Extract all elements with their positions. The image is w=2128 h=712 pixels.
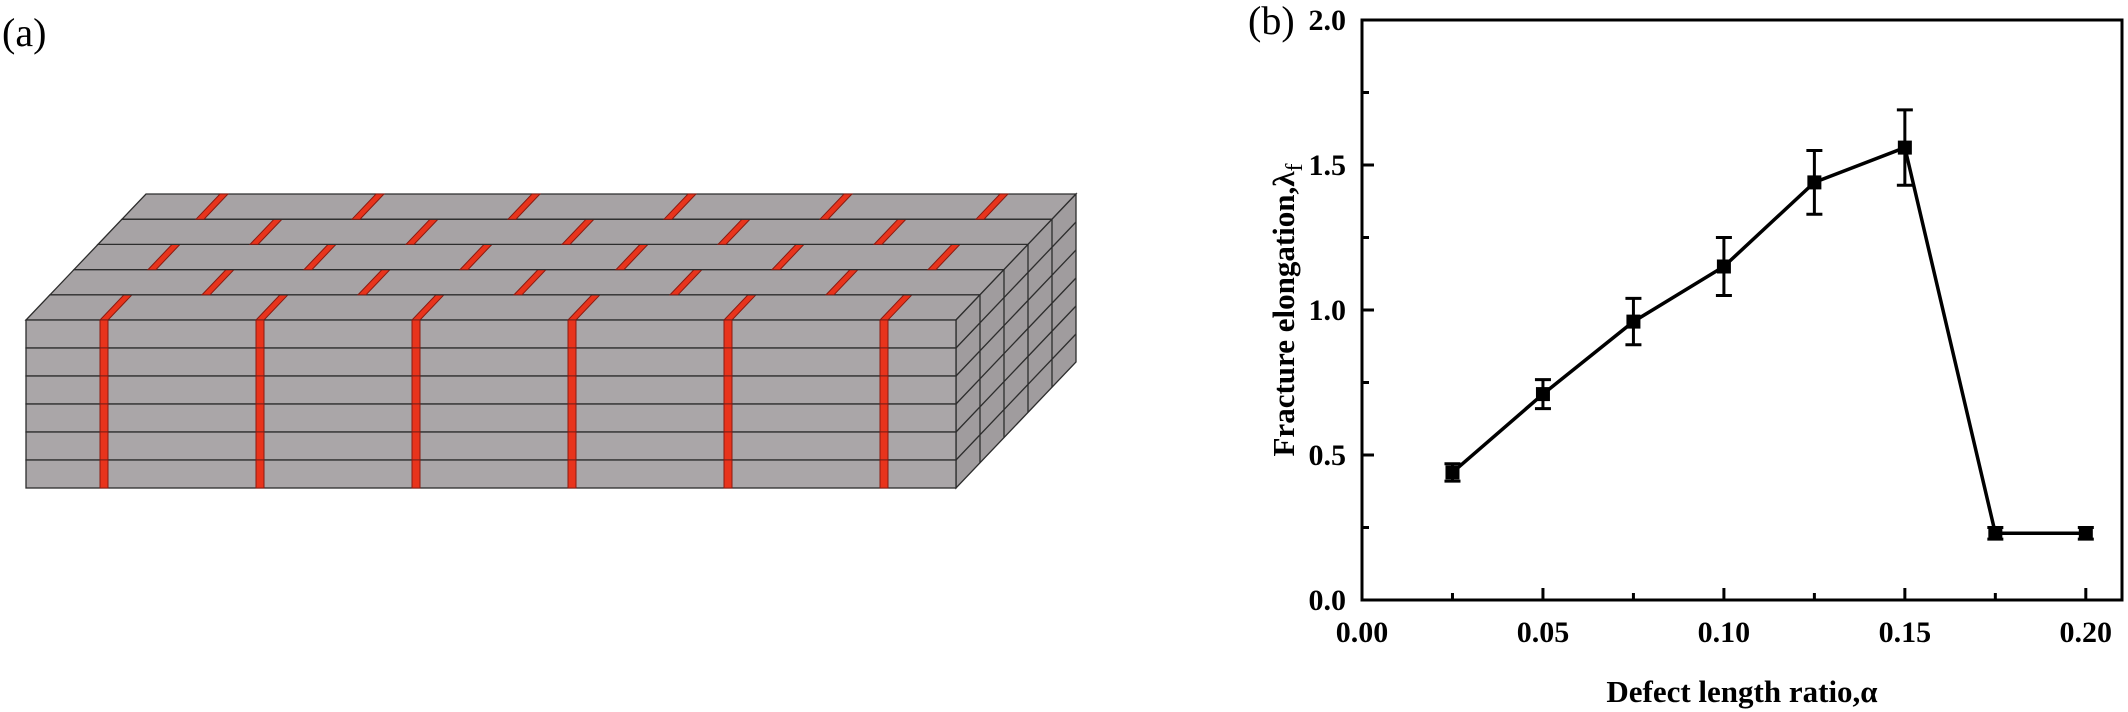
- front-brick-layer: [25, 375, 957, 405]
- brick-structure-schematic: [24, 192, 1078, 490]
- elongation-chart: 0.00 0.05 0.10 0.15 0.20 0.0 0.5 1.0 1.5 2.0 Def…: [1266, 4, 2124, 709]
- side-layer-line: [955, 221, 1077, 349]
- data-point: [1988, 526, 2003, 541]
- defect-mortar-front: [99, 459, 109, 489]
- defect-mortar-front: [723, 347, 733, 377]
- defect-mortar-front: [879, 431, 889, 461]
- defect-mortar-front: [255, 347, 265, 377]
- defect-mortar-front: [879, 459, 889, 489]
- defect-mortar-top: [506, 193, 542, 220]
- defect-mortar-front: [99, 347, 109, 377]
- top-surface-strip: [120, 193, 1078, 220]
- data-point: [2078, 526, 2093, 541]
- defect-mortar-front: [567, 403, 577, 433]
- defect-mortar-top: [194, 193, 230, 220]
- defect-mortar-front: [411, 319, 421, 349]
- top-surface-strip: [72, 243, 1030, 271]
- defect-mortar-front: [723, 375, 733, 405]
- defect-mortar-top: [662, 193, 698, 220]
- defect-mortar-front: [411, 403, 421, 433]
- x-tick-label: 0.10: [1698, 616, 1751, 649]
- defect-mortar-front: [567, 319, 577, 349]
- data-point: [1897, 140, 1912, 155]
- front-brick-layer: [25, 319, 957, 349]
- data-point: [1626, 314, 1641, 329]
- x-axis: 0.00 0.05 0.10 0.15 0.20: [1336, 588, 2112, 649]
- defect-mortar-front: [723, 459, 733, 489]
- defect-mortar-front: [411, 347, 421, 377]
- y-axis: 0.0 0.5 1.0 1.5 2.0: [1309, 4, 1374, 617]
- defect-mortar-top: [974, 193, 1010, 220]
- x-tick-label: 0.20: [2060, 616, 2113, 649]
- defect-mortar-front: [99, 403, 109, 433]
- data-point: [1807, 175, 1822, 190]
- defect-mortar-top: [350, 193, 386, 220]
- defect-mortar-front: [255, 375, 265, 405]
- defect-mortar-front: [255, 319, 265, 349]
- y-axis-title: Fracture elongation,λf: [1266, 164, 1308, 457]
- data-point: [1535, 387, 1550, 402]
- defect-mortar-front: [255, 459, 265, 489]
- defect-mortar-front: [99, 319, 109, 349]
- x-tick-label: 0.05: [1517, 616, 1570, 649]
- data-point: [1716, 259, 1731, 274]
- defect-mortar-front: [567, 431, 577, 461]
- defect-mortar-top: [818, 193, 854, 220]
- front-brick-layer: [25, 431, 957, 461]
- side-layer-line: [955, 333, 1077, 461]
- defect-mortar-front: [411, 375, 421, 405]
- panel-label-a: (a): [2, 10, 46, 55]
- x-tick-label: 0.15: [1879, 616, 1932, 649]
- defect-mortar-front: [99, 431, 109, 461]
- front-brick-layer: [25, 403, 957, 433]
- defect-mortar-front: [255, 431, 265, 461]
- defect-mortar-front: [723, 319, 733, 349]
- defect-mortar-front: [567, 347, 577, 377]
- y-tick-label: 0.0: [1309, 584, 1347, 617]
- side-layer-line: [955, 277, 1077, 405]
- defect-mortar-front: [411, 459, 421, 489]
- plot-frame: [1360, 18, 2124, 602]
- y-tick-label: 1.5: [1309, 149, 1347, 182]
- panel-label-b: (b): [1248, 0, 1295, 43]
- front-brick-layer: [25, 347, 957, 377]
- defect-mortar-front: [879, 319, 889, 349]
- series-fracture-elongation: [1444, 108, 2094, 541]
- side-layer-line: [955, 249, 1077, 377]
- data-point: [1445, 465, 1460, 480]
- front-brick-layer: [25, 459, 957, 489]
- side-layer-line: [955, 305, 1077, 433]
- y-tick-label: 1.0: [1309, 294, 1347, 327]
- y-axis-title-subscript: f: [1282, 164, 1308, 172]
- y-axis-title-main: Fracture elongation,λ: [1266, 171, 1301, 457]
- x-axis-title: Defect length ratio,α: [1606, 674, 1877, 709]
- x-tick-label: 0.00: [1336, 616, 1389, 649]
- defect-mortar-front: [255, 403, 265, 433]
- defect-mortar-front: [99, 375, 109, 405]
- defect-mortar-front: [411, 431, 421, 461]
- series-line: [1451, 145, 2086, 536]
- defect-mortar-front: [567, 459, 577, 489]
- defect-mortar-front: [723, 403, 733, 433]
- defect-mortar-front: [879, 403, 889, 433]
- defect-mortar-front: [879, 347, 889, 377]
- defect-mortar-front: [723, 431, 733, 461]
- top-surface-strip: [24, 294, 982, 321]
- defect-mortar-front: [879, 375, 889, 405]
- y-tick-label: 2.0: [1309, 4, 1347, 37]
- defect-mortar-front: [567, 375, 577, 405]
- y-tick-label: 0.5: [1309, 439, 1347, 472]
